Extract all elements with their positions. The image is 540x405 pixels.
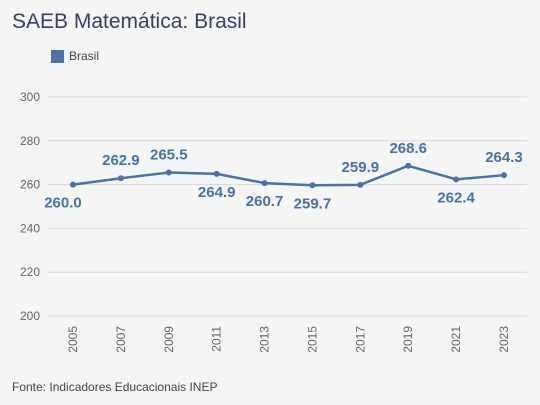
y-tick-label: 220 xyxy=(20,265,40,279)
y-tick-label: 280 xyxy=(20,134,40,148)
x-tick-label: 2017 xyxy=(353,326,367,353)
source-footnote: Fonte: Indicadores Educacionais INEP xyxy=(12,380,218,394)
x-tick-label: 2021 xyxy=(449,326,463,353)
y-tick-label: 200 xyxy=(20,309,40,323)
data-point xyxy=(357,181,364,188)
data-label: 260.0 xyxy=(44,195,82,212)
x-tick-label: 2023 xyxy=(497,326,511,353)
data-label: 264.9 xyxy=(198,184,236,201)
y-tick-label: 240 xyxy=(20,221,40,235)
chart-title: SAEB Matemática: Brasil xyxy=(12,10,247,33)
data-label: 260.7 xyxy=(246,193,284,210)
data-point xyxy=(165,169,172,176)
data-point xyxy=(453,176,460,183)
data-point xyxy=(405,162,412,169)
chart-legend: Brasil xyxy=(51,49,99,63)
legend-swatch-brasil xyxy=(51,49,64,63)
x-tick-label: 2005 xyxy=(66,326,80,353)
y-tick-label: 260 xyxy=(20,178,40,192)
x-tick-label: 2009 xyxy=(162,326,176,353)
data-point xyxy=(501,172,507,179)
data-label: 264.3 xyxy=(485,149,523,166)
x-tick-label: 2007 xyxy=(114,326,128,353)
x-tick-label: 2013 xyxy=(258,326,272,353)
data-label: 268.6 xyxy=(389,140,427,157)
x-tick-label: 2015 xyxy=(305,326,319,353)
data-point xyxy=(309,182,316,189)
data-point xyxy=(70,181,76,188)
data-label: 259.9 xyxy=(342,159,380,176)
data-label: 262.9 xyxy=(102,152,140,169)
series-line-brasil xyxy=(72,164,505,187)
y-tick-label: 300 xyxy=(20,90,40,104)
data-label: 265.5 xyxy=(150,147,188,164)
data-point xyxy=(117,175,124,182)
data-label: 259.7 xyxy=(294,195,332,212)
legend-label-brasil: Brasil xyxy=(69,49,100,63)
data-point xyxy=(213,170,220,177)
x-tick-label: 2011 xyxy=(210,326,224,352)
data-label: 262.4 xyxy=(437,189,475,206)
data-point xyxy=(261,180,268,187)
x-tick-label: 2019 xyxy=(401,326,415,353)
